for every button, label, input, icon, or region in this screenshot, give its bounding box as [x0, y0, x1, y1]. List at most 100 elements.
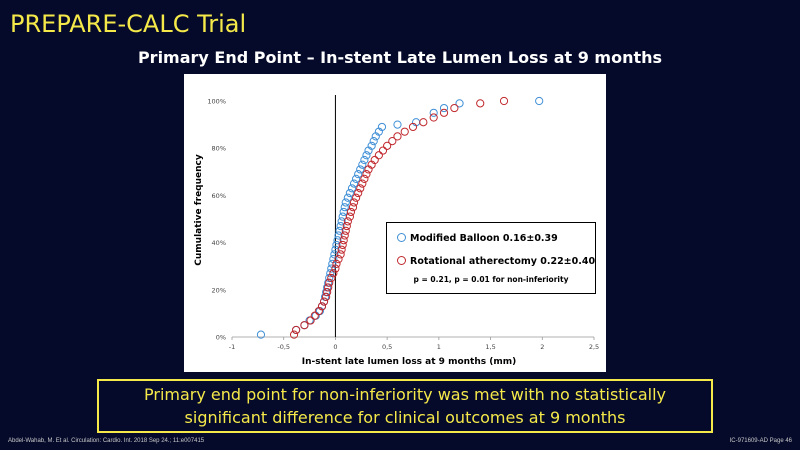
series-rotational-atherectomy: [289, 96, 509, 339]
data-point: [341, 226, 350, 235]
cumulative-frequency-chart: -1 -0,5 0 0,5 1 1,5 2 2,5 0% 20% 40% 60% 80% 100% In-…: [194, 95, 599, 367]
conclusion-box: Primary end point for non-inferiority wa…: [97, 379, 713, 433]
data-point: [393, 132, 402, 141]
data-point: [356, 184, 365, 193]
rotational-atherectomy-marker-icon: [397, 256, 406, 265]
data-point: [476, 99, 485, 108]
data-point: [323, 288, 332, 297]
data-point: [325, 273, 334, 283]
data-point: [354, 170, 363, 179]
p-value-note: p = 0.21, p = 0.01 for non-inferiority: [413, 275, 569, 284]
data-point: [330, 250, 339, 259]
data-point: [370, 155, 379, 165]
data-point: [393, 120, 402, 129]
chart-panel: -1 -0,5 0 0,5 1 1,5 2 2,5 0% 20% 40% 60% 80% 100% In-…: [184, 74, 606, 372]
data-point: [367, 141, 376, 150]
data-point: [332, 259, 341, 268]
modified-balloon-marker-icon: [397, 233, 406, 242]
data-point: [439, 103, 449, 113]
data-point: [334, 255, 343, 264]
data-point: [356, 165, 365, 174]
data-point: [354, 188, 363, 198]
data-point: [333, 236, 342, 245]
data-point: [345, 188, 355, 198]
x-tick-label: 2,5: [589, 343, 599, 351]
data-point: [499, 96, 509, 106]
slide-title: PREPARE-CALC Trial: [10, 10, 247, 38]
data-point: [408, 122, 418, 132]
data-point: [369, 137, 378, 146]
data-point: [339, 207, 348, 217]
ticks-layer: -1 -0,5 0 0,5 1 1,5 2 2,5 0% 20% 40% 60% 80% 100%: [207, 98, 599, 352]
data-point: [319, 297, 329, 306]
data-point: [338, 240, 347, 250]
data-point: [348, 203, 358, 212]
data-point: [429, 108, 438, 117]
data-point: [352, 174, 361, 183]
chart-legend: Modified Balloon 0.16±0.39 Rotational at…: [386, 222, 596, 294]
data-point: [374, 151, 383, 160]
data-point: [358, 160, 367, 169]
data-point: [331, 264, 340, 273]
data-point: [535, 96, 544, 106]
y-axis-label: Cumulative frequency: [194, 154, 204, 266]
y-tick-label: 40%: [212, 239, 226, 247]
data-point: [337, 245, 346, 254]
data-point: [341, 198, 350, 207]
data-point: [339, 236, 348, 245]
data-point: [325, 278, 334, 287]
data-point: [336, 221, 345, 231]
data-point: [324, 283, 333, 292]
data-point: [340, 203, 349, 212]
data-point: [349, 179, 359, 188]
data-point: [335, 226, 344, 235]
data-point: [327, 273, 336, 283]
y-tick-label: 100%: [207, 98, 226, 106]
data-point: [450, 103, 459, 113]
footer-page-number: IC-971609-AD Page 46: [729, 438, 792, 444]
data-point: [349, 198, 359, 207]
data-point: [362, 170, 371, 179]
axes-layer: [232, 95, 594, 338]
data-point: [340, 231, 349, 240]
legend-label-modified-balloon: Modified Balloon 0.16±0.39: [410, 233, 558, 244]
data-point: [455, 99, 464, 108]
data-point: [322, 292, 331, 301]
data-point: [310, 311, 319, 320]
data-point: [388, 137, 397, 146]
x-axis-label: In-stent late lumen loss at 9 months (mm…: [302, 357, 516, 367]
y-tick-label: 60%: [212, 192, 226, 200]
chart-title: Primary End Point – In-stent Late Lumen …: [137, 48, 663, 67]
data-point: [429, 113, 438, 122]
data-point: [337, 217, 346, 226]
data-point: [332, 240, 341, 250]
data-point: [289, 330, 299, 339]
data-point: [256, 330, 266, 339]
data-point: [377, 122, 387, 132]
data-point: [347, 184, 357, 193]
y-tick-label: 80%: [212, 145, 226, 153]
data-point: [439, 108, 449, 117]
x-tick-label: 2: [540, 343, 544, 351]
x-tick-label: 1: [437, 343, 441, 351]
data-point: [300, 321, 309, 330]
conclusion-text: Primary end point for non-inferiority wa…: [144, 385, 666, 427]
legend-label-rotational-atherectomy: Rotational atherectomy 0.22±0.40: [410, 256, 596, 267]
data-point: [327, 264, 336, 273]
x-tick-label: 0,5: [382, 343, 392, 351]
data-point: [292, 325, 301, 335]
data-point: [400, 127, 409, 136]
data-point: [383, 141, 392, 150]
data-point: [317, 302, 327, 311]
data-point: [329, 269, 338, 278]
y-tick-label: 0%: [216, 334, 226, 342]
data-point: [358, 179, 367, 188]
data-point: [306, 316, 315, 325]
data-point: [360, 155, 369, 165]
footer-citation: Abdel-Wahab, M. Et al. Circulation: Card…: [8, 438, 205, 444]
data-point: [336, 250, 345, 259]
legend-item-rotational-atherectomy: Rotational atherectomy 0.22±0.40: [397, 256, 595, 267]
data-point: [326, 269, 335, 278]
data-point: [378, 146, 388, 155]
data-point: [352, 193, 361, 202]
